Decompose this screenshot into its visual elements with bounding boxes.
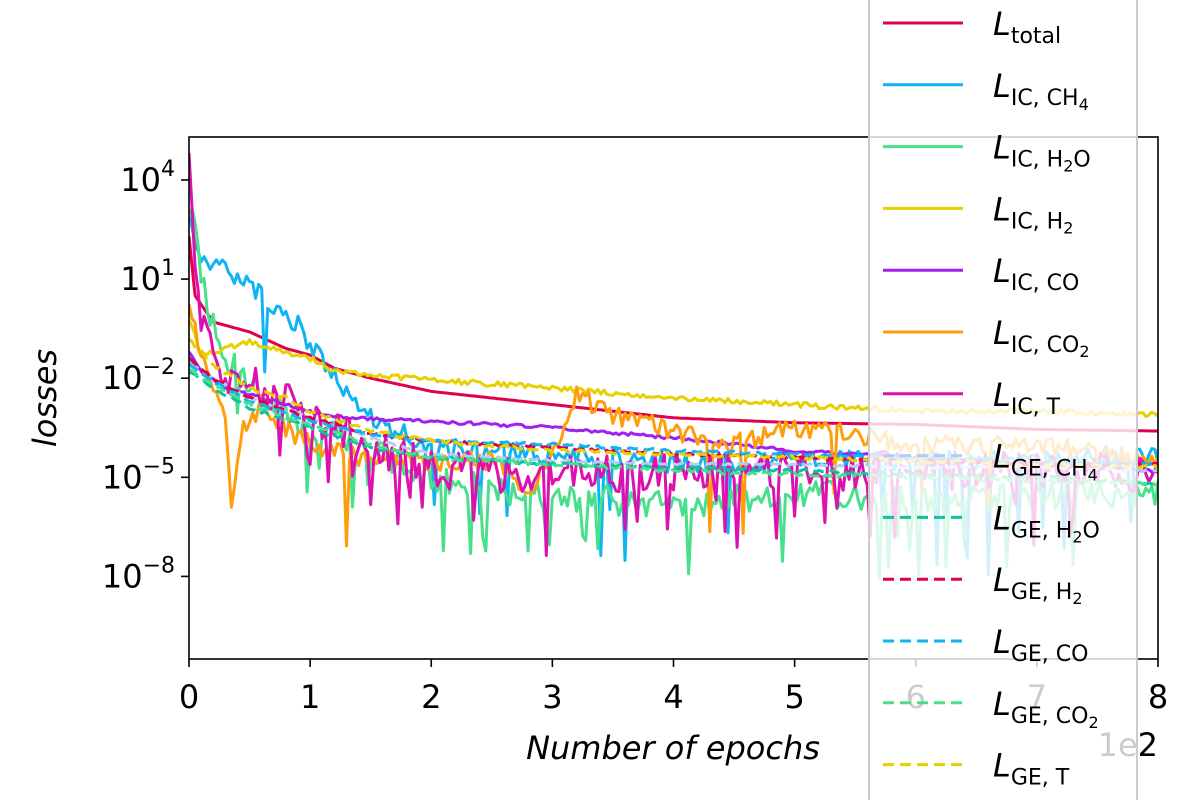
series-line-13 [189, 337, 1158, 471]
x-tick-label: 5 [784, 678, 804, 716]
legend-entry: LGE, CO2 [993, 685, 1099, 732]
legend-entry: LGE, CH4 [993, 438, 1098, 485]
y-tick-label: 10−2 [102, 355, 175, 397]
legend-entry: LGE, H2O [993, 499, 1100, 546]
legend-entry: LIC, CO [993, 252, 1079, 296]
x-tick-label: 4 [663, 678, 683, 716]
x-tick-label: 2 [421, 678, 441, 716]
x-tick-label: 0 [179, 678, 199, 716]
legend-entry: LGE, T [993, 747, 1070, 791]
y-tick-label: 104 [120, 157, 175, 199]
legend-entry: LIC, CO2 [993, 314, 1090, 361]
x-tick-label: 3 [542, 678, 562, 716]
legend-box [868, 0, 1138, 800]
legend-entry: LGE, H2 [993, 561, 1083, 608]
legend: Ltotal LIC, CH4 LIC, H2O LIC, H2 LIC, CO LIC,… [868, 0, 1138, 800]
x-tick-label: 1 [300, 678, 320, 716]
x-axis-label: Number of epochs [526, 729, 820, 767]
x-tick-label: 8 [1148, 678, 1168, 716]
y-tick-label: 101 [120, 256, 175, 298]
legend-entry: LIC, T [993, 376, 1061, 420]
y-tick-label: 10−5 [102, 454, 175, 496]
legend-entry: LIC, CH4 [993, 67, 1089, 114]
y-tick-label: 10−8 [102, 553, 175, 595]
y-axis-label: losses [26, 349, 64, 447]
legend-entry: LIC, H2O [993, 129, 1091, 176]
legend-items: Ltotal LIC, CH4 LIC, H2O LIC, H2 LIC, CO LIC,… [883, 5, 1100, 791]
legend-entry: LGE, CO [993, 623, 1088, 667]
legend-entry: Ltotal [993, 5, 1061, 49]
y-axis-ticks: 104 101 10−2 10−5 10−8 [102, 157, 189, 595]
legend-entry: LIC, H2 [993, 190, 1073, 237]
